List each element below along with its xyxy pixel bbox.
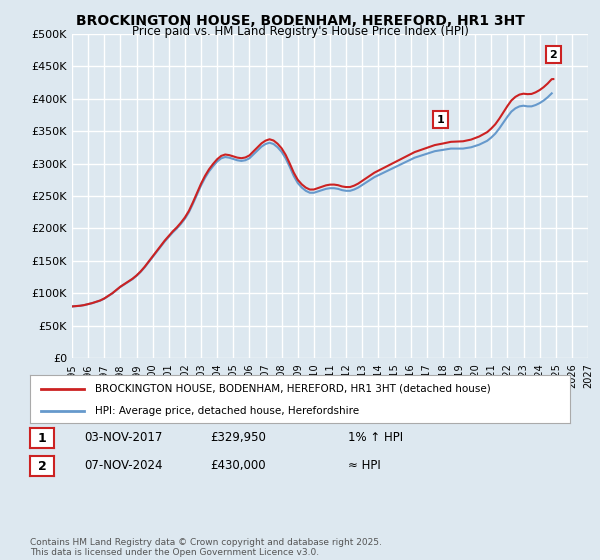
Text: 2: 2 xyxy=(38,460,46,473)
Text: 1% ↑ HPI: 1% ↑ HPI xyxy=(348,431,403,445)
Text: BROCKINGTON HOUSE, BODENHAM, HEREFORD, HR1 3HT: BROCKINGTON HOUSE, BODENHAM, HEREFORD, H… xyxy=(76,14,524,28)
Text: Price paid vs. HM Land Registry's House Price Index (HPI): Price paid vs. HM Land Registry's House … xyxy=(131,25,469,38)
Text: 1: 1 xyxy=(436,115,444,124)
Text: 07-NOV-2024: 07-NOV-2024 xyxy=(84,459,163,473)
Text: BROCKINGTON HOUSE, BODENHAM, HEREFORD, HR1 3HT (detached house): BROCKINGTON HOUSE, BODENHAM, HEREFORD, H… xyxy=(95,384,491,394)
Text: 03-NOV-2017: 03-NOV-2017 xyxy=(84,431,163,445)
Text: £329,950: £329,950 xyxy=(210,431,266,445)
Text: HPI: Average price, detached house, Herefordshire: HPI: Average price, detached house, Here… xyxy=(95,406,359,416)
Text: ≈ HPI: ≈ HPI xyxy=(348,459,381,473)
Text: 2: 2 xyxy=(550,50,557,59)
Text: Contains HM Land Registry data © Crown copyright and database right 2025.
This d: Contains HM Land Registry data © Crown c… xyxy=(30,538,382,557)
Text: £430,000: £430,000 xyxy=(210,459,266,473)
Text: 1: 1 xyxy=(38,432,46,445)
